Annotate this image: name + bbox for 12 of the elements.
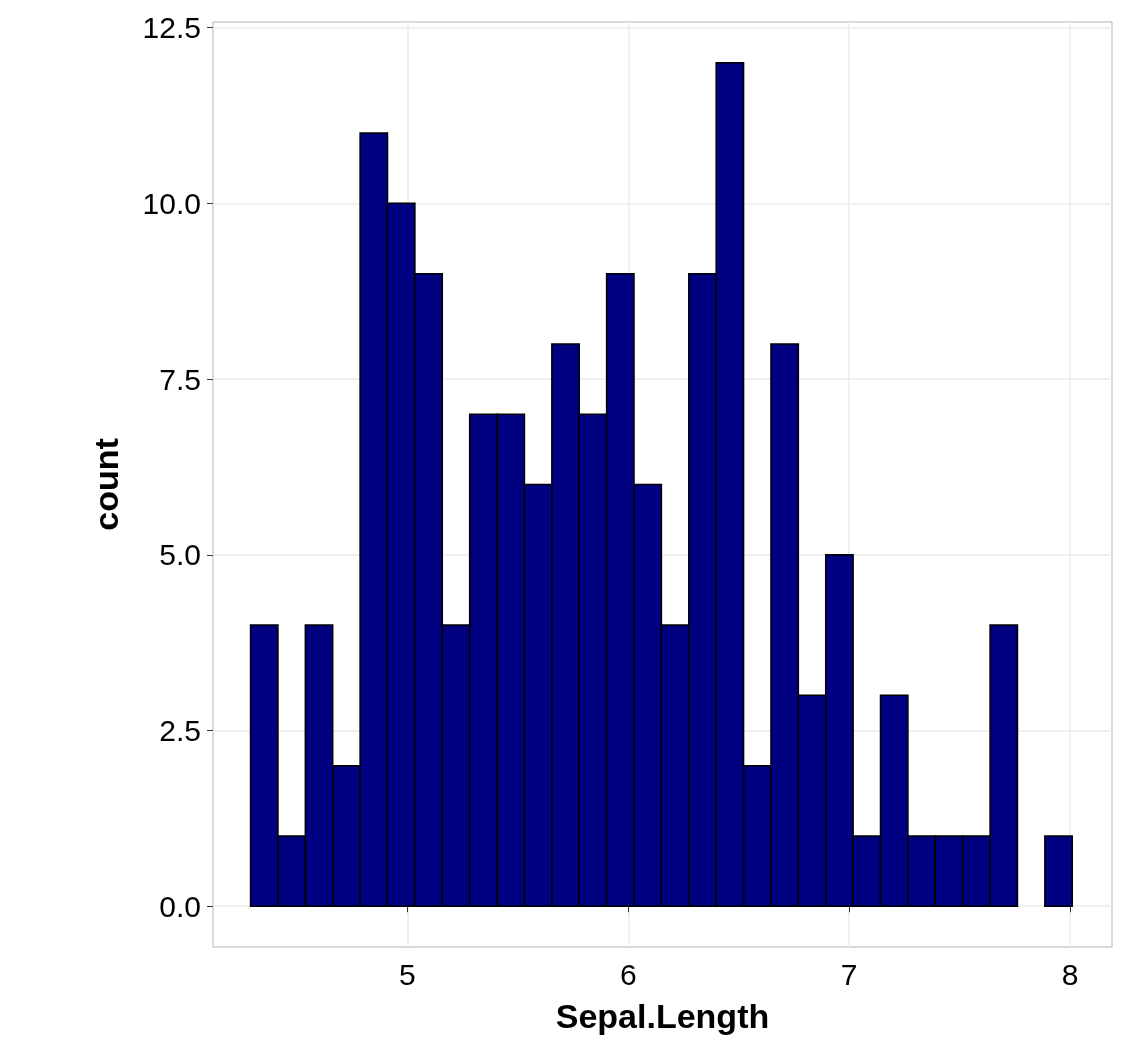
- x-tick-label: 5: [399, 957, 416, 991]
- y-tick-label: 10.0: [142, 186, 201, 220]
- y-tick-label: 5.0: [159, 538, 201, 572]
- y-tick-label: 0.0: [159, 889, 201, 923]
- x-tick-label: 7: [840, 957, 858, 991]
- y-tick-label: 2.5: [159, 714, 201, 748]
- y-tick-label: 7.5: [159, 362, 201, 396]
- x-tick-label: 6: [619, 957, 637, 991]
- x-axis-title: Sepal.Length: [555, 997, 770, 1035]
- y-tick-label: 12.5: [142, 11, 201, 45]
- x-tick-label: 8: [1061, 957, 1079, 991]
- y-axis-title: count: [87, 438, 125, 531]
